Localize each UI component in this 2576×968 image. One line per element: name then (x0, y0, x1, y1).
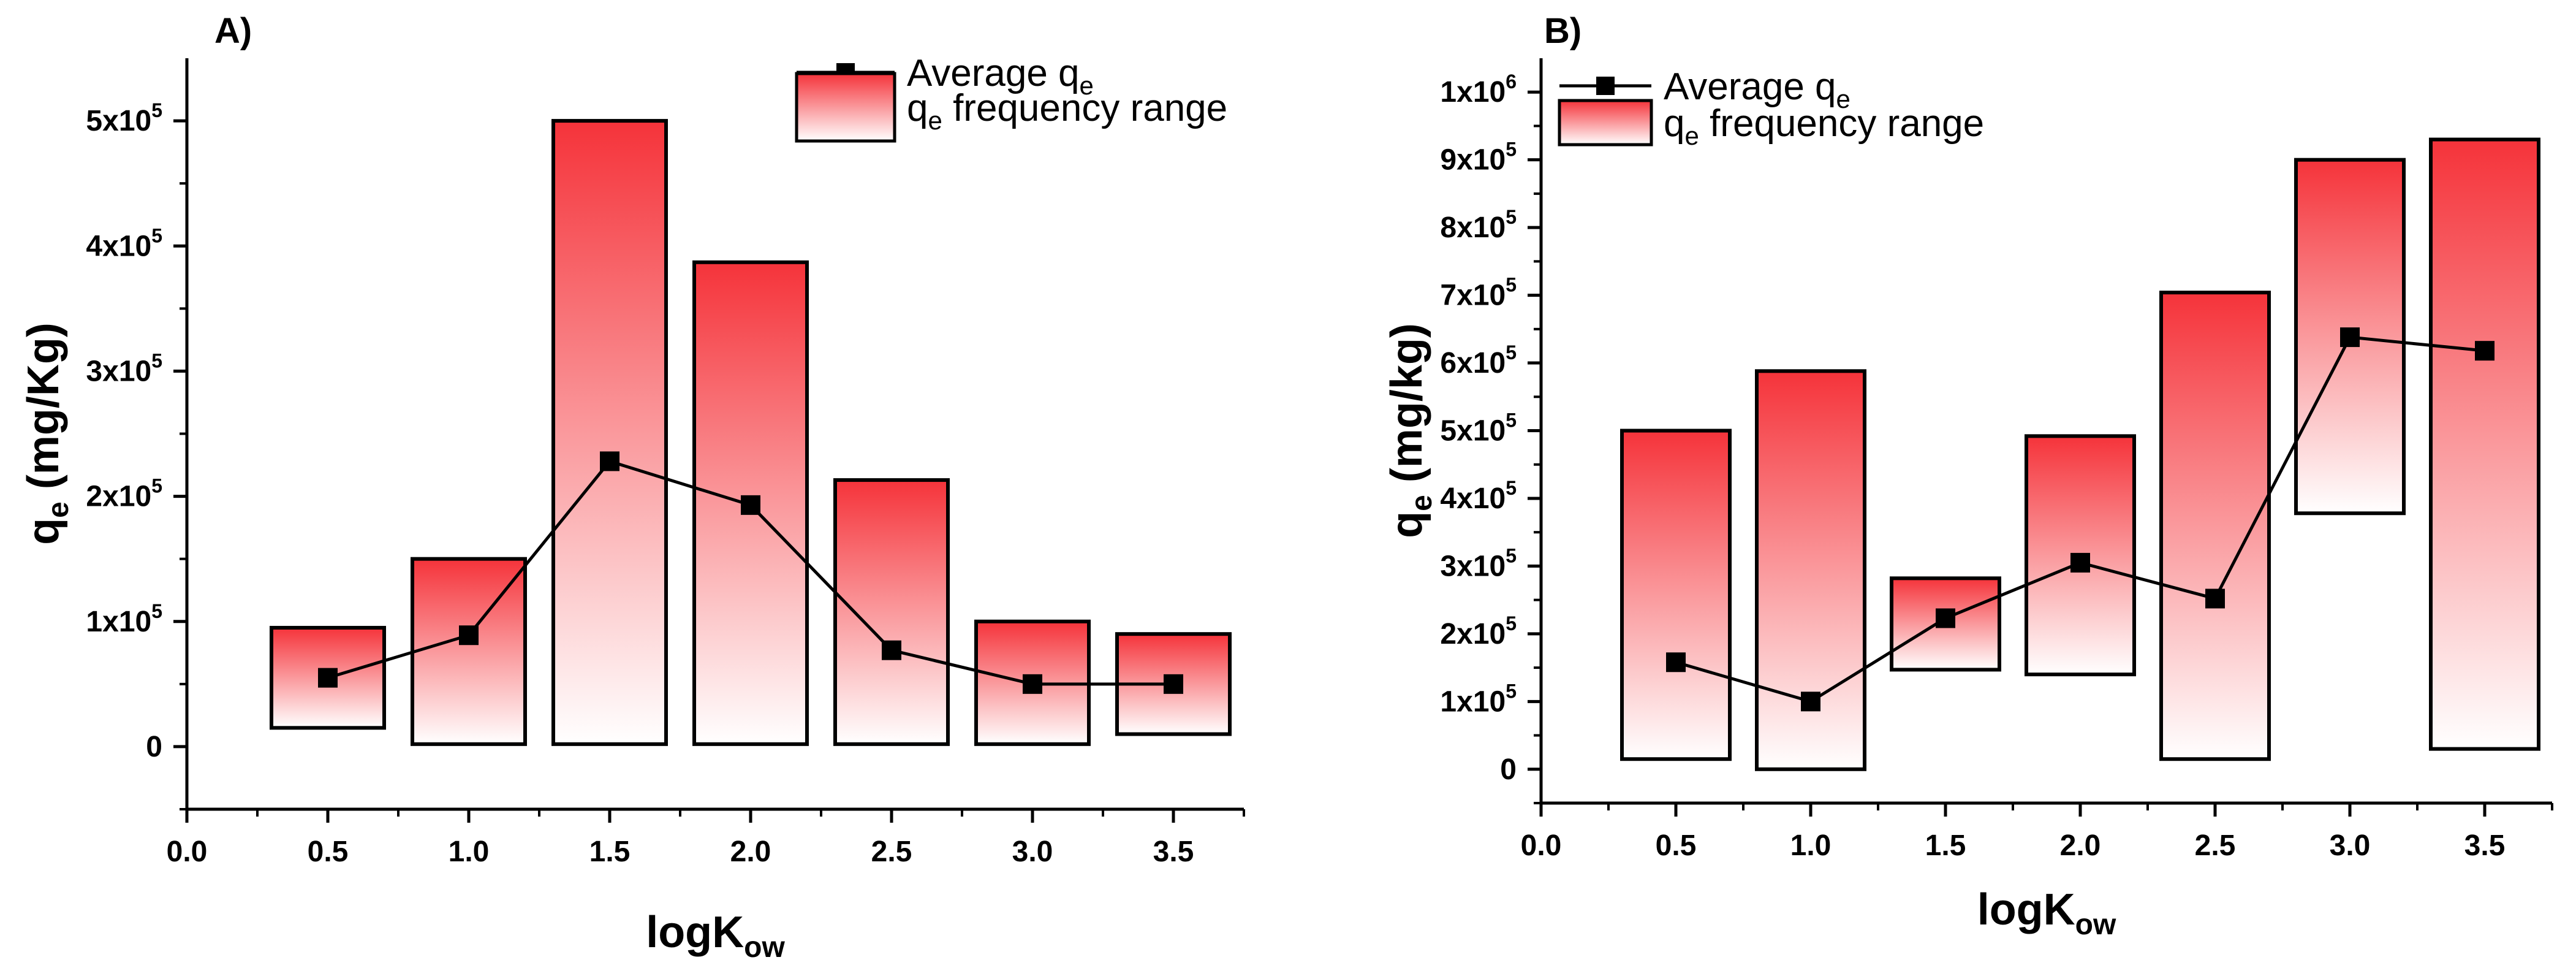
x-tick-label: 0.0 (167, 836, 208, 868)
y-tick-label: 2x105 (86, 475, 162, 513)
y-tick-label: 1x105 (1440, 680, 1517, 718)
range-bar (1620, 429, 1732, 761)
x-tick-label: 1.0 (1790, 829, 1832, 862)
y-axis-title: qe (mg/kg) (1382, 323, 1438, 538)
y-tick-label: 0 (146, 731, 162, 763)
average-point (459, 625, 479, 646)
range-bar (833, 478, 950, 746)
x-axis-title: logKow (646, 908, 785, 964)
legend-average-label: Average qe (907, 52, 1094, 100)
x-tick-label: 0.5 (308, 836, 349, 868)
legend-range-label: qe frequency range (1664, 102, 1984, 150)
average-point (1023, 674, 1042, 694)
legend-range-label: qe frequency range (907, 87, 1227, 135)
x-tick-label: 1.0 (449, 836, 490, 868)
average-point (1801, 692, 1820, 712)
range-bar (2429, 137, 2540, 751)
y-tick-label: 4x105 (1440, 477, 1517, 515)
panel-b-chart: 0.0 0.5 1.0 1.5 2.0 2.5 3.0 3.5 0 1x105 2x105 3x105… (1382, 11, 2553, 941)
y-tick-label: 7x105 (1440, 274, 1517, 312)
y-tick-label: 8x105 (1440, 206, 1517, 244)
panel-a-chart: 0.0 0.5 1.0 1.5 2.0 2.5 3.0 3.5 0 1x105 2x105 3x105… (19, 11, 1245, 964)
average-point (1936, 608, 1955, 628)
average-point (2205, 589, 2225, 609)
x-tick-label: 0.5 (1656, 829, 1697, 862)
average-point (1666, 652, 1686, 673)
average-point (882, 640, 901, 660)
x-tick-label: 0.0 (1521, 829, 1562, 862)
average-point (741, 495, 760, 515)
average-point (600, 451, 619, 471)
panel-label: A) (214, 11, 252, 51)
legend-range-swatch (795, 72, 896, 143)
y-axis-title: qe (mg/Kg) (19, 322, 75, 545)
legend-average-label: Average qe (1664, 66, 1851, 113)
x-tick-label: 2.0 (2060, 829, 2101, 862)
y-tick-label: 5x105 (86, 99, 162, 137)
average-point (318, 668, 338, 688)
x-tick-label: 3.5 (2464, 829, 2506, 862)
y-tick-label: 1x105 (86, 600, 162, 638)
y-tick-label: 1x106 (1440, 71, 1517, 109)
legend-range-swatch (1558, 99, 1653, 147)
y-tick-label: 4x105 (86, 224, 162, 262)
legend-marker-swatch (1596, 77, 1615, 95)
average-point (2475, 341, 2495, 361)
y-tick-label: 6x105 (1440, 341, 1517, 379)
x-tick-label: 3.0 (2330, 829, 2371, 862)
x-tick-label: 1.5 (589, 836, 631, 868)
x-tick-label: 2.5 (871, 836, 912, 868)
y-tick-label: 0 (1500, 753, 1517, 786)
y-tick-label: 9x105 (1440, 139, 1517, 177)
average-point (2340, 327, 2360, 348)
x-tick-label: 1.5 (1925, 829, 1966, 862)
average-point (1164, 674, 1183, 694)
average-point (2070, 552, 2090, 573)
x-tick-label: 2.0 (730, 836, 771, 868)
y-tick-label: 3x105 (1440, 544, 1517, 582)
y-tick-label: 5x105 (1440, 410, 1517, 448)
x-tick-label: 3.0 (1012, 836, 1053, 868)
x-tick-label: 2.5 (2195, 829, 2236, 862)
range-bar (551, 119, 668, 746)
y-tick-label: 2x105 (1440, 612, 1517, 650)
panel-label: B) (1544, 11, 1582, 51)
y-tick-label: 3x105 (86, 349, 162, 387)
x-tick-label: 3.5 (1153, 836, 1194, 868)
x-axis-title: logKow (1977, 885, 2116, 941)
